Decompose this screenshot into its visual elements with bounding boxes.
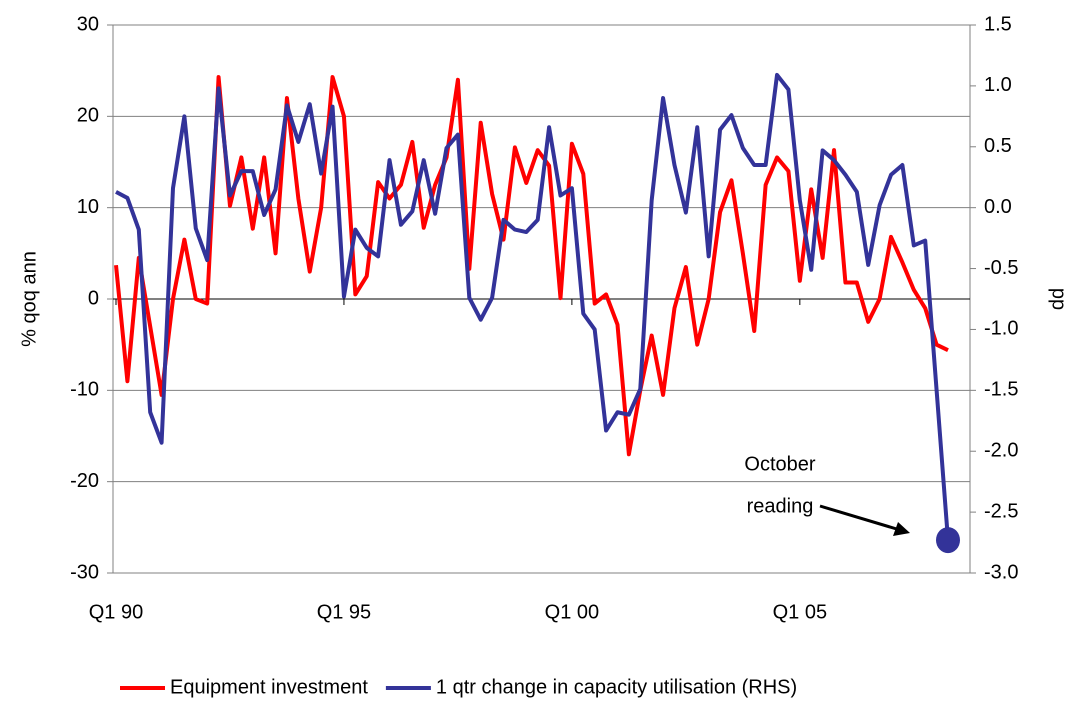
legend-label: 1 qtr change in capacity utilisation (RH… [436, 676, 797, 698]
y2-tick-label: -1.5 [984, 379, 1018, 401]
x-tick-label: Q1 95 [317, 601, 371, 623]
series-line [115, 72, 950, 541]
y2-tick-label: 1.5 [984, 13, 1012, 35]
y2-tick-label: -3.0 [984, 561, 1018, 583]
y-tick-label: 30 [77, 13, 99, 35]
y-tick-label: 20 [77, 105, 99, 127]
y-tick-label: -10 [70, 379, 99, 401]
reading-dot [936, 527, 960, 554]
y-tick-label: 0 [88, 287, 99, 309]
y2-tick-label: 0.5 [984, 135, 1012, 157]
y2-tick-label: -2.5 [984, 500, 1018, 522]
y-tick-label: -20 [70, 470, 99, 492]
y2-tick-label: -1.0 [984, 318, 1018, 340]
x-tick-label: Q1 90 [89, 601, 143, 623]
annotation-arrow [819, 504, 901, 532]
series-line [114, 75, 949, 457]
x-tick-label: Q1 00 [545, 601, 599, 623]
annotation: reading [747, 495, 814, 517]
y2-tick-label: -2.0 [984, 440, 1018, 462]
y-tick-label: -30 [70, 561, 99, 583]
y2-axis-label: pp [1048, 288, 1070, 310]
legend-label: Equipment investment [170, 676, 368, 698]
y2-tick-label: -0.5 [984, 257, 1018, 279]
y2-tick-label: 0.0 [984, 196, 1012, 218]
x-tick-label: Q1 05 [773, 601, 827, 623]
y-axis-label: % qoq ann [18, 251, 40, 347]
annotation: October [744, 453, 815, 475]
y-tick-label: 10 [77, 196, 99, 218]
y2-tick-label: 1.0 [984, 74, 1012, 96]
annotation-arrowhead [893, 522, 910, 536]
